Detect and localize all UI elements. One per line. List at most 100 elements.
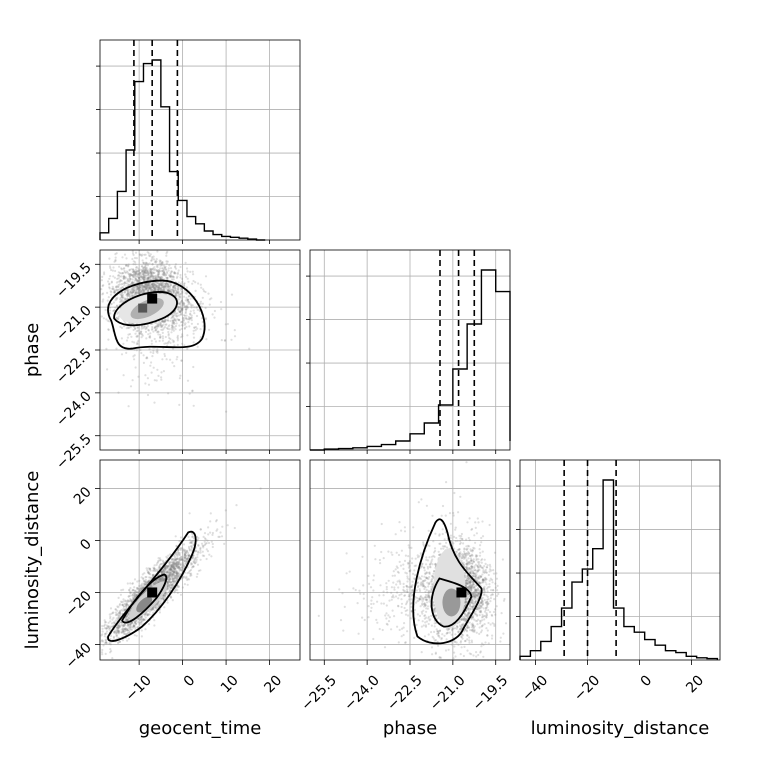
sample-point [131,278,134,281]
sample-point [173,365,176,368]
sample-point [166,260,169,263]
sample-point [143,286,146,289]
sample-point [139,268,142,271]
sample-point [196,345,199,348]
sample-point [162,327,165,330]
sample-point [121,272,124,275]
sample-point [128,293,131,297]
sample-point [118,283,121,286]
sample-point [108,320,111,323]
sample-point [159,282,162,285]
sample-point [180,547,183,550]
sample-point [134,272,137,275]
sample-point [179,273,182,277]
sample-point [142,274,146,277]
sample-point [200,286,203,289]
sample-point [109,651,112,654]
sample-point [160,376,163,379]
sample-point [148,287,151,290]
sample-point [149,276,152,279]
sample-point [178,324,181,327]
sample-point [163,320,166,323]
sample-point [109,634,113,638]
sample-point [126,271,129,274]
sample-point [155,258,158,261]
sample-point [146,357,149,360]
sample-point [158,339,161,343]
sample-point [179,288,182,291]
sample-point [144,287,147,290]
sample-point [184,322,187,325]
sample-point [108,309,111,312]
sample-point [120,589,123,592]
panel-frame [99,39,301,241]
sample-point [101,284,104,288]
sample-point [126,280,129,283]
sample-point [163,273,166,277]
sample-point [173,271,176,274]
sample-point [148,348,151,351]
sample-point [118,300,122,304]
sample-point [143,279,146,282]
sample-point [122,267,125,270]
sample-point [117,606,120,609]
sample-point [153,326,157,329]
sample-point [104,652,107,656]
sample-point [111,618,114,621]
sample-point [183,295,186,298]
sample-point [170,596,173,599]
sample-point [201,554,204,557]
sample-point [150,288,153,291]
sample-point [178,311,181,314]
sample-point [180,292,183,295]
sample-point [152,258,156,261]
sample-point [162,264,166,267]
sample-point [176,334,179,337]
sample-point [187,318,190,321]
sample-point [129,290,132,293]
sample-point [157,325,160,328]
sample-point [114,285,118,288]
sample-point [162,270,165,273]
sample-point [116,609,119,612]
sample-point [145,284,148,287]
sample-point [192,404,195,407]
sample-point [165,282,169,285]
sample-point [142,577,145,580]
sample-point [207,292,210,295]
sample-point [226,524,229,527]
sample-point [185,286,188,289]
sample-point [156,273,160,277]
sample-point [164,335,167,339]
sample-point [133,290,136,293]
sample-point [181,324,184,327]
sample-point [103,623,106,626]
sample-point [139,253,142,257]
sample-point [106,299,109,302]
sample-point [144,274,148,278]
sample-point [156,287,159,290]
sample-point [146,284,149,287]
sample-point [167,392,170,395]
sample-point [191,390,194,393]
sample-point [157,286,161,289]
sample-point [138,579,141,582]
sample-point [182,558,185,561]
sample-point [134,263,137,266]
sample-point [193,326,196,329]
sample-point [157,275,161,279]
sample-point [190,306,193,309]
sample-point [127,288,130,291]
sample-point [259,487,262,490]
sample-point [147,278,150,281]
sample-point [196,563,200,566]
sample-point [196,308,199,311]
sample-point [140,351,143,355]
sample-point [179,593,183,596]
sample-point [163,354,166,358]
sample-point [164,282,167,286]
sample-point [158,276,161,279]
sample-point [133,634,136,637]
sample-point [177,557,180,560]
sample-point [103,635,106,638]
